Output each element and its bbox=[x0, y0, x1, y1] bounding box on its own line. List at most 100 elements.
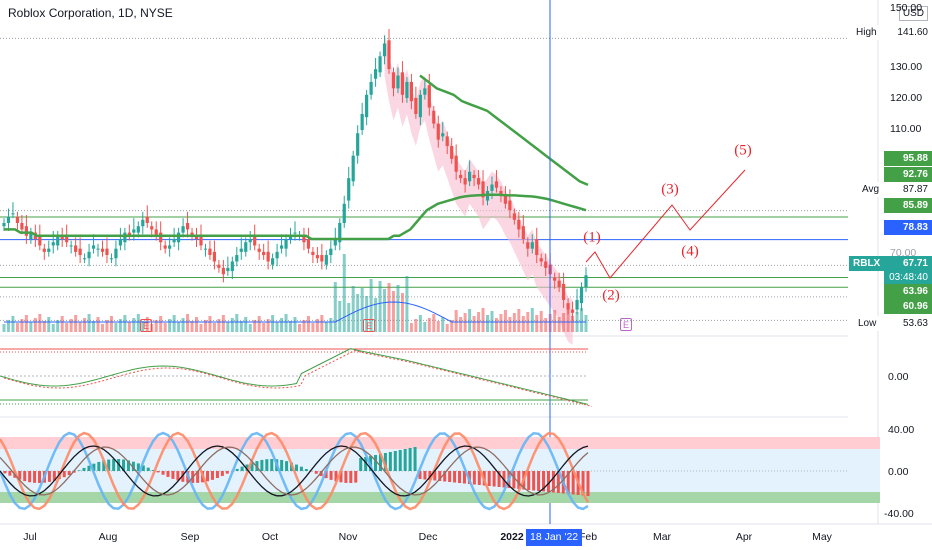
volume-bar bbox=[195, 317, 199, 332]
volume-bar bbox=[74, 315, 78, 332]
volume-bar bbox=[297, 324, 301, 332]
candle-body bbox=[105, 248, 109, 256]
level-60: 60.96 bbox=[884, 299, 932, 314]
level-78: 78.83 bbox=[884, 220, 932, 235]
candle-body bbox=[118, 239, 122, 246]
osc2-histogram-bar bbox=[349, 471, 353, 483]
osc2-histogram-bar bbox=[240, 466, 244, 471]
volume-bar bbox=[266, 319, 270, 332]
volume-bar bbox=[154, 320, 158, 332]
osc2-histogram-bar bbox=[33, 471, 37, 483]
osc2-histogram-bar bbox=[225, 471, 229, 474]
osc2-histogram-bar bbox=[28, 471, 32, 483]
volume-bar bbox=[159, 316, 163, 332]
osc2-histogram-bar bbox=[97, 461, 101, 471]
osc2-histogram-bar bbox=[294, 464, 298, 471]
osc2-histogram-bar bbox=[136, 463, 140, 471]
osc2-histogram-bar bbox=[8, 471, 12, 476]
candle-body bbox=[177, 232, 181, 243]
volume-bar bbox=[60, 316, 64, 332]
candle-body bbox=[248, 239, 252, 243]
candle-body bbox=[78, 248, 82, 256]
volume-bar bbox=[378, 281, 382, 332]
candle-body bbox=[342, 203, 346, 223]
price-tick-130: 130.00 bbox=[890, 61, 923, 73]
candle-body bbox=[181, 226, 185, 233]
candle-body bbox=[324, 255, 328, 265]
candle-body bbox=[553, 277, 557, 281]
volume-bar bbox=[535, 315, 539, 332]
candle-body bbox=[436, 123, 440, 140]
osc2-oversold-zone bbox=[0, 492, 880, 503]
candle-body bbox=[459, 174, 463, 179]
volume-bar bbox=[320, 315, 324, 332]
osc2-histogram-bar bbox=[280, 459, 284, 471]
candle-body bbox=[579, 287, 584, 304]
osc2-histogram-bar bbox=[131, 461, 135, 471]
symbol-tag: RBLX bbox=[849, 256, 885, 271]
candle-body bbox=[405, 81, 409, 98]
osc2-histogram-bar bbox=[477, 471, 481, 485]
earnings-badge-aug[interactable]: E bbox=[140, 319, 152, 332]
volume-bar bbox=[132, 318, 136, 332]
candle-body bbox=[51, 242, 55, 246]
earnings-badge-nov[interactable]: E bbox=[363, 319, 375, 332]
osc2-histogram-bar bbox=[299, 466, 303, 471]
volume-bar bbox=[387, 283, 391, 332]
volume-bar bbox=[29, 322, 33, 332]
volume-bar bbox=[329, 318, 333, 332]
earnings-badge-future[interactable]: E bbox=[620, 318, 632, 331]
volume-bar bbox=[177, 322, 181, 332]
volume-bar bbox=[441, 317, 445, 332]
candle-body bbox=[47, 248, 51, 252]
high-tag: High bbox=[852, 25, 881, 40]
osc2-zero: 0.00 bbox=[888, 466, 909, 478]
candle-body bbox=[15, 216, 20, 223]
volume-bar bbox=[136, 314, 140, 332]
volume-bar bbox=[226, 322, 230, 332]
candle-body bbox=[427, 85, 431, 108]
volume-bar bbox=[338, 301, 342, 332]
wave-5: (5) bbox=[734, 142, 752, 159]
osc2-histogram-bar bbox=[334, 471, 338, 482]
chart-title: Roblox Corporation, 1D, NYSE bbox=[8, 6, 173, 20]
osc2-histogram-bar bbox=[3, 471, 7, 474]
candle-body bbox=[373, 69, 378, 79]
candle-body bbox=[544, 261, 548, 268]
candle-body bbox=[82, 258, 87, 260]
volume-bar bbox=[459, 317, 463, 332]
osc2-histogram-bar bbox=[408, 448, 412, 471]
countdown: 03:48:40 bbox=[884, 270, 932, 285]
volume-bar bbox=[409, 323, 413, 332]
volume-bar bbox=[239, 321, 243, 332]
osc2-histogram-bar bbox=[388, 452, 392, 471]
wave-3: (3) bbox=[661, 181, 679, 198]
osc2-histogram-bar bbox=[215, 471, 219, 479]
time-oct: Oct bbox=[261, 531, 279, 543]
candle-body bbox=[360, 114, 364, 131]
candle-body bbox=[329, 248, 333, 256]
candle-body bbox=[311, 251, 315, 256]
osc2-histogram-bar bbox=[260, 459, 264, 471]
volume-bar bbox=[580, 308, 584, 332]
time-may: May bbox=[812, 531, 832, 543]
candle-body bbox=[526, 242, 530, 249]
osc2-histogram-bar bbox=[62, 471, 66, 478]
osc2-histogram-bar bbox=[171, 471, 175, 479]
osc2-histogram-bar bbox=[304, 469, 308, 471]
volume-bar bbox=[445, 324, 449, 332]
candle-body bbox=[172, 239, 176, 243]
wave-2: (2) bbox=[602, 287, 620, 304]
volume-bar bbox=[306, 316, 310, 332]
volume-bar bbox=[486, 315, 490, 332]
osc2-histogram-bar bbox=[378, 454, 382, 471]
candle-body bbox=[159, 232, 163, 243]
volume-bar bbox=[324, 322, 328, 332]
moving-average-fast bbox=[4, 193, 587, 241]
volume-ma bbox=[4, 301, 586, 323]
osc2-histogram-bar bbox=[458, 471, 462, 483]
candle-body bbox=[24, 226, 28, 236]
osc2-histogram-bar bbox=[47, 471, 51, 482]
currency-button[interactable]: USD bbox=[898, 6, 928, 21]
